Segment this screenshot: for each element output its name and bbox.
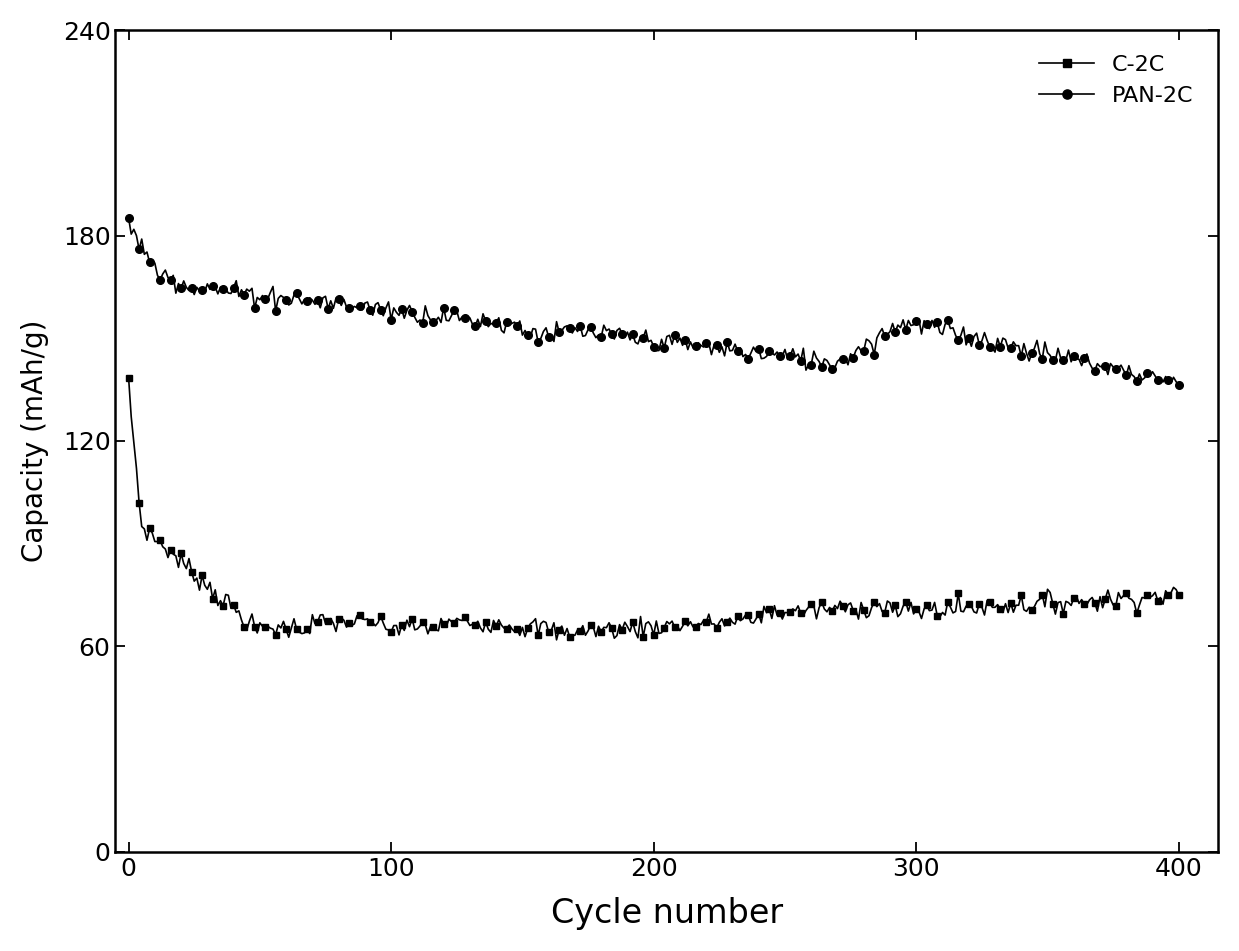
C-2C [699,616,714,628]
C-2C [121,372,136,383]
PAN-2C [790,348,805,359]
X-axis label: Cycle number: Cycle number [551,897,783,930]
PAN-2C [891,320,906,331]
C-2C [652,628,667,639]
PAN-2C [696,341,711,353]
C-2C [1171,590,1186,601]
Legend: C-2C, PAN-2C: C-2C, PAN-2C [1026,42,1207,119]
Line: PAN-2C: PAN-2C [125,214,1182,389]
Line: C-2C: C-2C [125,375,1182,643]
PAN-2C [1171,379,1186,391]
PAN-2C [258,293,273,304]
C-2C [793,608,808,619]
C-2C [549,634,564,646]
PAN-2C [649,345,664,357]
PAN-2C [121,212,136,223]
C-2C [258,621,273,632]
C-2C [499,623,514,634]
Y-axis label: Capacity (mAh/g): Capacity (mAh/g) [21,320,48,562]
PAN-2C [499,316,514,327]
C-2C [893,608,908,619]
